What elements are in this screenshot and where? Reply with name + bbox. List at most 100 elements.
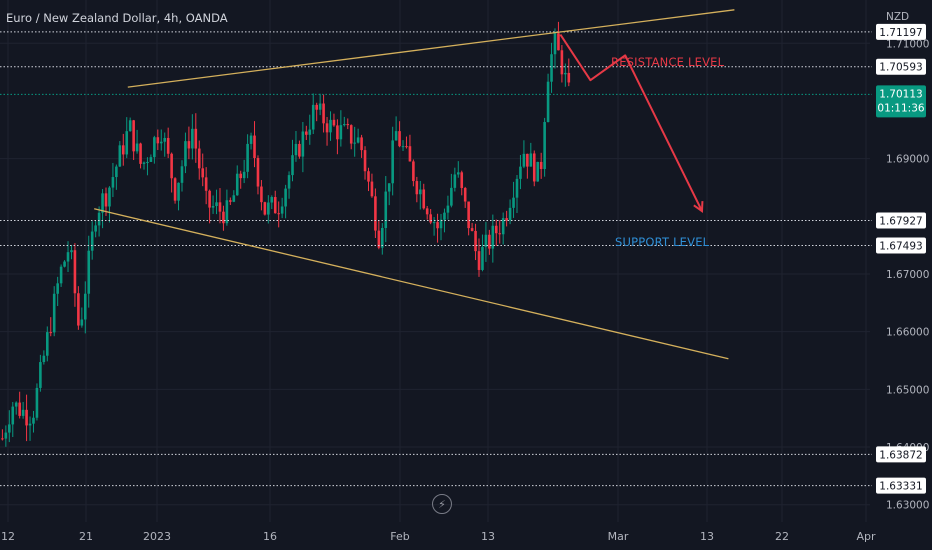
candle-body xyxy=(163,137,167,142)
candle-body xyxy=(311,104,315,130)
candle-body xyxy=(325,123,329,133)
candle-body xyxy=(287,175,291,189)
candle-body xyxy=(294,143,298,156)
candle-body xyxy=(315,104,318,110)
candle-body xyxy=(184,141,187,167)
candle-body xyxy=(153,137,156,158)
candle-body xyxy=(508,207,512,221)
candle-body xyxy=(353,142,356,144)
candle-body xyxy=(370,181,374,197)
candle-body xyxy=(208,190,211,208)
candle-body xyxy=(166,137,170,154)
candle-body xyxy=(453,174,457,188)
candle-body xyxy=(187,141,191,149)
candle-body xyxy=(246,143,249,172)
trendline-lower xyxy=(94,208,729,360)
candle-body xyxy=(204,177,208,191)
chart-title: Euro / New Zealand Dollar, 4h, OANDA xyxy=(6,11,228,25)
candle-body xyxy=(83,293,87,320)
candle-body xyxy=(197,148,201,169)
price-level-label: 1.70593 xyxy=(879,62,922,74)
candle-body xyxy=(343,124,346,126)
candle-body xyxy=(522,153,526,167)
candle-body xyxy=(45,332,49,356)
price-tick-label: 1.65000 xyxy=(886,384,929,396)
candle-body xyxy=(356,137,360,143)
countdown-label: 01:11:36 xyxy=(877,102,924,114)
candle-body xyxy=(387,183,391,192)
candle-body xyxy=(501,218,505,235)
candle-body xyxy=(222,211,225,224)
candle-body xyxy=(80,319,84,326)
candle-body xyxy=(90,231,94,251)
candle-body xyxy=(398,131,401,147)
time-tick-label: Apr xyxy=(856,530,876,543)
candle-body xyxy=(298,143,301,157)
candle-body xyxy=(225,200,229,224)
candle-body xyxy=(401,146,405,148)
candle-body xyxy=(308,129,312,135)
candle-body xyxy=(42,355,46,363)
time-tick-label: 12 xyxy=(1,530,15,543)
candle-body xyxy=(191,128,194,149)
candle-body xyxy=(415,181,419,195)
candle-body xyxy=(18,402,21,416)
candle-body xyxy=(381,227,384,248)
candle-body xyxy=(111,177,115,188)
candle-body xyxy=(14,402,18,407)
price-level-label: 1.63872 xyxy=(879,449,922,461)
candle-body xyxy=(35,387,39,418)
candle-body xyxy=(142,162,146,164)
candle-body xyxy=(66,252,70,262)
candle-body xyxy=(52,293,56,333)
candle-body xyxy=(270,197,274,203)
lightning-bolt-icon[interactable]: ⚡ xyxy=(432,494,452,514)
candle-body xyxy=(194,128,198,149)
candle-body xyxy=(173,178,177,201)
candle-body xyxy=(280,206,284,214)
candle-body xyxy=(384,191,388,228)
price-axis[interactable]: 1.710001.690001.670001.660001.650001.640… xyxy=(876,23,929,512)
candle-body xyxy=(512,197,515,208)
candle-body xyxy=(488,234,491,249)
projection-arrow xyxy=(559,34,703,212)
candle-body xyxy=(235,173,239,196)
candle-body xyxy=(429,214,432,223)
candle-body xyxy=(239,173,243,179)
candle-body xyxy=(4,432,8,439)
candle-body xyxy=(63,261,66,267)
candle-body xyxy=(128,120,132,132)
candle-body xyxy=(115,166,118,178)
time-tick-label: 2023 xyxy=(143,530,171,543)
candle-body xyxy=(156,137,160,144)
candle-body xyxy=(218,202,222,212)
candle-body xyxy=(232,195,236,202)
candle-body xyxy=(28,423,32,426)
candle-body xyxy=(322,103,325,124)
candle-body xyxy=(260,186,263,203)
chart-grid xyxy=(0,0,870,522)
candle-body xyxy=(546,81,550,123)
candle-body xyxy=(159,141,163,144)
trendline-upper xyxy=(127,9,735,88)
candle-body xyxy=(539,161,543,170)
candle-body xyxy=(146,161,149,163)
candle-body xyxy=(463,187,467,202)
candle-body xyxy=(77,293,80,326)
candle-body xyxy=(474,230,477,252)
candle-body xyxy=(73,250,77,294)
price-level-label: 1.67493 xyxy=(879,241,922,253)
candle-body xyxy=(374,196,377,231)
time-tick-label: 13 xyxy=(481,530,495,543)
candle-body xyxy=(550,54,553,82)
candle-body xyxy=(505,218,508,221)
candle-body xyxy=(422,189,426,209)
candlestick-series xyxy=(1,21,571,447)
candle-body xyxy=(59,266,63,284)
candle-body xyxy=(277,213,280,215)
time-axis[interactable]: 12 21 2023 16 Feb 13 Mar 13 22 Apr xyxy=(1,530,876,543)
resistance-level-label: RESISTANCE LEVEL xyxy=(611,55,725,69)
candle-body xyxy=(177,182,180,201)
price-tick-label: 1.69000 xyxy=(886,154,929,166)
